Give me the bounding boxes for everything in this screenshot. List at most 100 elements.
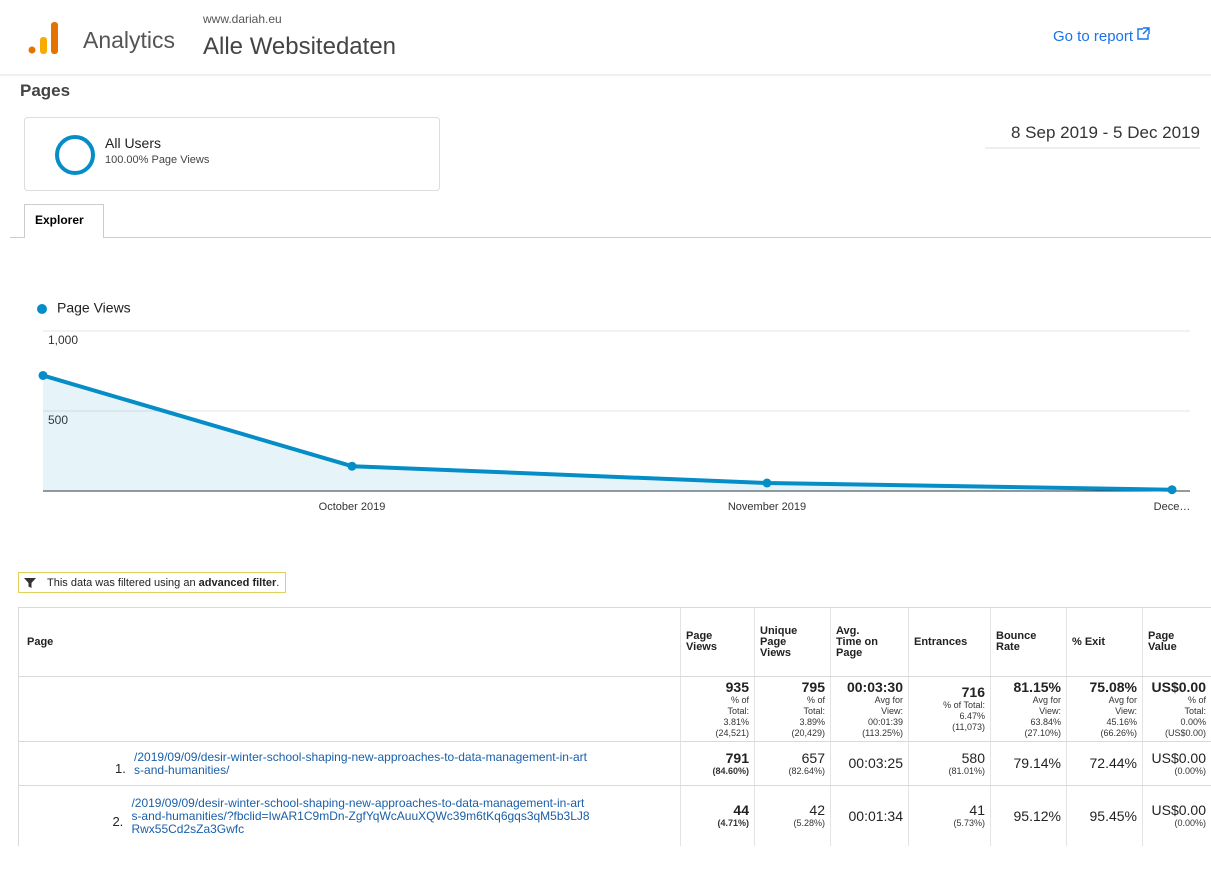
table-cell: 42 (5.28%) xyxy=(754,786,830,846)
total-detail: (113.25%) xyxy=(862,727,903,738)
external-link-icon xyxy=(1137,27,1150,40)
table-cell: 1. /2019/09/09/desir-winter-school-shapin… xyxy=(18,742,680,785)
table-cell: Entrances xyxy=(908,608,990,676)
table-cell: 657 (82.64%) xyxy=(754,742,830,785)
table-cell: 2. /2019/09/09/desir-winter-school-shapin… xyxy=(18,786,680,846)
go-to-report[interactable]: Go to report xyxy=(1053,28,1134,45)
page-path[interactable]: /2019/09/09/desir-winter-school-shaping-… xyxy=(134,749,587,764)
row-rank: 1. xyxy=(115,761,126,776)
total-detail: 00:01:39 xyxy=(867,716,903,727)
segment-icon xyxy=(55,135,95,175)
cell-value: US$0.00 xyxy=(1151,802,1206,818)
data-table: Page Page Views Unique Page Views Avg. Time on P… xyxy=(18,607,1211,846)
total-detail: (24,521) xyxy=(715,727,749,738)
segment-detail: 100.00% Page Views xyxy=(105,154,210,166)
table-cell: % Exit xyxy=(1066,608,1142,676)
total-value: 795 xyxy=(801,678,825,695)
cell-value: 44 xyxy=(733,802,749,818)
total-value: 935 xyxy=(725,678,749,695)
total-detail: View: xyxy=(1115,705,1137,716)
table-row: 935% of Total: 3.81% (24,521) 795% of Total: 3… xyxy=(18,676,1211,741)
total-detail: % of Total: xyxy=(943,700,985,710)
column-header[interactable]: Value xyxy=(1148,641,1177,653)
logo xyxy=(28,22,58,54)
total-detail: 63.84% xyxy=(1030,716,1061,727)
column-header[interactable]: Page xyxy=(27,635,54,648)
tab[interactable]: Explorer xyxy=(35,213,84,227)
table-cell: US$0.00 (0.00%) xyxy=(1142,786,1211,846)
total-value: 75.08% xyxy=(1089,678,1137,695)
column-header[interactable]: Time on xyxy=(836,635,878,648)
column-header[interactable]: % Exit xyxy=(1072,635,1106,648)
table-row: 1. /2019/09/09/desir-winter-school-shapin… xyxy=(18,741,1211,785)
cell-value: US$0.00 xyxy=(1151,749,1206,766)
column-header[interactable]: Page xyxy=(1148,630,1175,642)
column-header[interactable]: Page xyxy=(836,646,863,659)
total-detail: (11,073) xyxy=(952,722,985,732)
legend-marker xyxy=(37,304,47,314)
cell-share: (5.28%) xyxy=(793,818,825,828)
total-detail: (27.10%) xyxy=(1024,727,1061,738)
page-path[interactable]: /2019/09/09/desir-winter-school-shaping-… xyxy=(131,795,585,810)
page-link[interactable]: /2019/09/09/desir-winter-school-shaping-… xyxy=(131,795,590,836)
table-cell: Page Views xyxy=(680,608,754,676)
total-detail: (20,429) xyxy=(791,727,825,738)
column-header[interactable]: Avg. xyxy=(836,624,860,637)
page-path[interactable]: Rwx55Cd2sZa3Gwfc xyxy=(131,821,245,836)
cell-value: 791 xyxy=(725,749,749,766)
table-cell: Page Value xyxy=(1142,608,1211,676)
total-value: 81.15% xyxy=(1013,678,1061,695)
table-cell: 580 (81.01%) xyxy=(908,742,990,785)
cell-value: 42 xyxy=(809,802,825,818)
table-cell: 79.14% xyxy=(990,742,1066,785)
filter-suffix: . xyxy=(276,576,280,589)
property-name[interactable]: Alle Websitedaten xyxy=(203,33,397,60)
column-header[interactable]: Page xyxy=(760,635,787,648)
x-tick-label: October 2019 xyxy=(319,501,386,513)
filter-text: This data was filtered using an xyxy=(47,576,199,589)
column-header[interactable]: Entrances xyxy=(914,635,968,648)
cell-value: 657 xyxy=(801,749,825,766)
table-cell: Bounce Rate xyxy=(990,608,1066,676)
column-header[interactable]: Unique xyxy=(760,624,798,637)
legend-label: Page Views xyxy=(57,300,131,316)
column-header[interactable]: Bounce xyxy=(996,630,1037,642)
page-path[interactable]: s-and-humanities/ xyxy=(134,762,230,777)
total-value: US$0.00 xyxy=(1151,678,1206,695)
table-cell: 75.08% Avg for View: 45.16% (66.26%) xyxy=(1066,677,1142,741)
y-tick-label: 1,000 xyxy=(48,333,78,347)
page-link[interactable]: /2019/09/09/desir-winter-school-shaping-… xyxy=(134,749,587,777)
page-path[interactable]: s-and-humanities/?fbclid=IwAR1C9mDn-ZgfY… xyxy=(131,808,590,823)
filter-note: This data was filtered using an advanced… xyxy=(18,572,287,593)
segment-name[interactable]: All Users xyxy=(105,135,162,151)
cell-share: (0.00%) xyxy=(1174,818,1206,828)
total-detail: (66.26%) xyxy=(1100,727,1137,738)
cell-value: 41 xyxy=(969,802,985,818)
report-title: Pages xyxy=(20,81,71,100)
total-detail: 0.00% xyxy=(1180,716,1206,727)
x-tick-label: November 2019 xyxy=(728,501,806,513)
column-header[interactable]: Views xyxy=(760,646,791,659)
table-cell: 716% of Total: 6.47% (11,073) xyxy=(908,677,990,741)
filter-link[interactable]: advanced filter xyxy=(198,576,277,589)
table-cell: 00:01:34 xyxy=(830,786,908,846)
total-detail: 6.47% xyxy=(959,711,985,721)
date-range[interactable]: 8 Sep 2019 - 5 Dec 2019 xyxy=(1010,123,1200,142)
column-header[interactable]: Views xyxy=(686,641,717,653)
table-cell: Avg. Time on Page xyxy=(830,608,908,676)
total-detail: 3.89% xyxy=(799,716,825,727)
cell-value: 580 xyxy=(961,749,985,766)
cell-share: (0.00%) xyxy=(1174,765,1206,776)
table-cell: 00:03:25 xyxy=(830,742,908,785)
table-cell: 795% of Total: 3.89% (20,429) xyxy=(754,677,830,741)
table-cell: 44 (4.71%) xyxy=(680,786,754,846)
cell-share: (81.01%) xyxy=(948,765,985,776)
total-detail: Avg for xyxy=(1032,694,1061,705)
column-header[interactable]: Page xyxy=(686,630,713,642)
cell-value: 79.14% xyxy=(1013,755,1061,771)
table-cell: 95.12% xyxy=(990,786,1066,846)
column-header[interactable]: Rate xyxy=(996,641,1020,653)
total-value: 716 xyxy=(961,684,985,700)
